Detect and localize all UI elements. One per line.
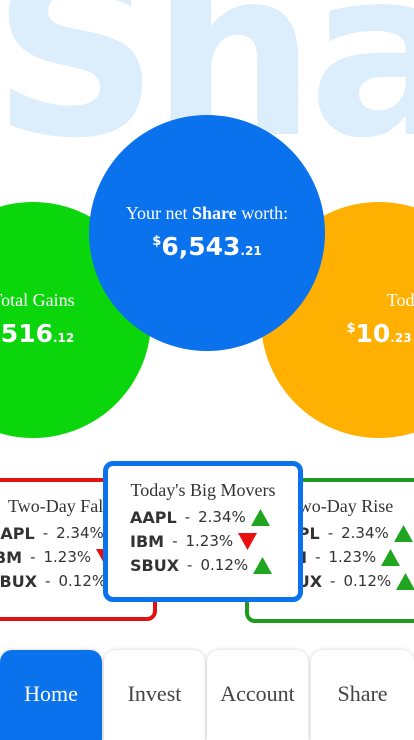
arrow-up	[250, 508, 270, 526]
total-gains-amount: $516.12	[0, 319, 74, 348]
separator: -	[45, 572, 51, 590]
separator: -	[330, 572, 336, 590]
change: 0.12%	[343, 572, 392, 590]
symbol: IBM	[130, 531, 165, 551]
separator: -	[187, 556, 193, 574]
arrow-up	[381, 548, 401, 566]
arrow-shape	[393, 524, 413, 542]
arrow-down	[238, 532, 258, 550]
symbol: SBUX	[0, 571, 38, 591]
symbol: AAPL	[130, 507, 177, 527]
separator: -	[42, 524, 49, 542]
separator: -	[184, 508, 191, 526]
arrow-shape	[396, 572, 414, 590]
separator: -	[315, 548, 321, 566]
net-worth-amount: $6,543.21	[89, 232, 325, 261]
arrow-shape	[250, 508, 270, 526]
separator: -	[172, 532, 178, 550]
currency: $	[346, 321, 356, 336]
arrow-shape	[381, 548, 401, 566]
net-worth-circle: Your net Share worth: $6,543.21	[89, 115, 325, 351]
card-title: Two-Day Fall	[8, 496, 109, 516]
amount-cents: .23	[390, 331, 412, 345]
card-title: Two-Day Rise	[289, 496, 394, 516]
change: 1.23%	[185, 532, 234, 550]
mover-row: IBM-1.23%	[108, 529, 298, 553]
amount-cents: .21	[240, 244, 262, 258]
amount-whole: 6,543	[161, 232, 241, 261]
arrow-shape	[238, 532, 258, 550]
card: Today's Big Movers AAPL -2.34% IBM -1.23% SBU…	[103, 461, 303, 602]
symbol: AAPL	[0, 523, 35, 543]
nav-tab[interactable]: Invest	[104, 650, 205, 740]
net-worth-label: Your net Share worth:	[89, 203, 325, 224]
change: 1.23%	[43, 548, 92, 566]
card-title: Today's Big Movers	[130, 480, 276, 500]
nav-tab[interactable]: Share	[311, 650, 414, 740]
arrow-up	[396, 572, 414, 590]
suffix: worth:	[241, 203, 289, 223]
change: 2.34%	[341, 524, 389, 542]
currency: $	[152, 234, 162, 249]
change: 2.34%	[198, 508, 246, 526]
amount-whole: 10	[355, 319, 391, 348]
change: 0.12%	[58, 572, 107, 590]
todays-change-label: Today's Change	[386, 290, 414, 310]
todays-change-amount: $10.23	[346, 319, 411, 348]
total-gains-label: Total Gains	[0, 290, 75, 310]
prefix: Your net	[125, 203, 188, 223]
arrow-up	[253, 556, 273, 574]
arrow-shape	[253, 556, 273, 574]
change: 0.12%	[200, 556, 249, 574]
change: 2.34%	[56, 524, 104, 542]
change: 1.23%	[328, 548, 377, 566]
symbol: SBUX	[130, 555, 180, 575]
amount-cents: .12	[52, 331, 75, 345]
currency: $	[0, 321, 1, 336]
brand: Share	[192, 203, 237, 223]
separator: -	[327, 524, 334, 542]
mover-row: SBUX-0.12%	[108, 553, 298, 577]
nav-tab[interactable]: Account	[207, 650, 308, 740]
mover-row: AAPL-2.34%	[108, 505, 298, 529]
separator: -	[30, 548, 36, 566]
nav-tab[interactable]: Home	[0, 650, 102, 740]
amount-whole: 516	[0, 319, 53, 348]
arrow-up	[393, 524, 413, 542]
symbol: IBM	[0, 547, 23, 567]
